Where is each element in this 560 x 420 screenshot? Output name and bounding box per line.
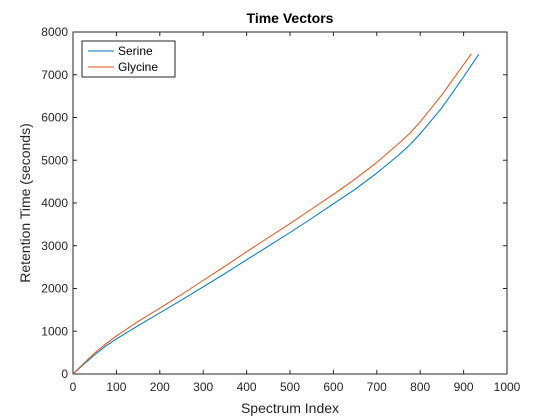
y-tick-label: 8000 (41, 25, 68, 39)
x-tick-label: 500 (280, 380, 300, 394)
y-axis: 0 1000 2000 3000 4000 5000 6000 7000 8000 (41, 25, 507, 381)
legend-label-serine: Serine (118, 44, 153, 58)
x-tick-label: 0 (70, 380, 77, 394)
plot-area (72, 31, 508, 375)
x-axis: 0 100 200 300 400 500 600 700 800 900 1000 (70, 32, 521, 394)
y-tick-label: 5000 (41, 153, 68, 167)
chart-title: Time Vectors (247, 10, 334, 26)
series-line-serine (72, 53, 480, 375)
y-tick-label: 1000 (41, 324, 68, 338)
legend-box (81, 40, 176, 78)
x-tick-label: 700 (367, 380, 387, 394)
x-axis-label: Spectrum Index (241, 400, 339, 416)
series-lines (72, 53, 480, 375)
series-line-glycine (72, 53, 472, 375)
x-tick-label: 100 (106, 380, 126, 394)
legend-label-glycine: Glycine (118, 60, 158, 74)
x-tick-label: 1000 (494, 380, 521, 394)
y-tick-label: 6000 (41, 111, 68, 125)
y-axis-label: Retention Time (seconds) (17, 123, 33, 283)
x-tick-label: 400 (237, 380, 257, 394)
x-tick-label: 200 (150, 380, 170, 394)
x-tick-label: 300 (193, 380, 213, 394)
y-tick-label: 0 (61, 367, 68, 381)
y-tick-label: 3000 (41, 239, 68, 253)
x-tick-label: 600 (323, 380, 343, 394)
y-tick-label: 7000 (41, 68, 68, 82)
y-tick-label: 4000 (41, 196, 68, 210)
y-tick-label: 2000 (41, 282, 68, 296)
legend: Serine Glycine (81, 40, 176, 78)
x-tick-label: 900 (454, 380, 474, 394)
x-tick-label: 800 (410, 380, 430, 394)
